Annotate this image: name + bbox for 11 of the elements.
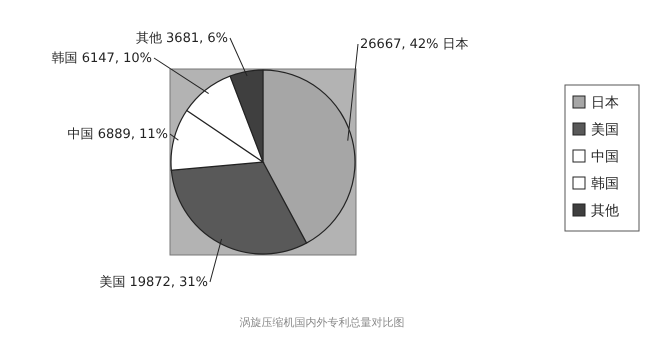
legend-label: 中国	[591, 149, 619, 165]
category-label: 其他 3681, 6%	[136, 31, 228, 46]
legend-label: 韩国	[591, 176, 619, 192]
text: 涡旋压缩机国内外专利总量对比图	[240, 316, 404, 329]
legend-label: 日本	[591, 95, 619, 111]
category-label: 中国 6889, 11%	[68, 127, 168, 142]
category-label: 美国 19872, 31%	[99, 275, 208, 290]
legend-label: 美国	[591, 122, 619, 138]
text: 26667, 42% 日本	[360, 37, 469, 52]
category-label: 韩国 6147, 10%	[52, 51, 152, 66]
legend-label: 其他	[591, 203, 619, 219]
